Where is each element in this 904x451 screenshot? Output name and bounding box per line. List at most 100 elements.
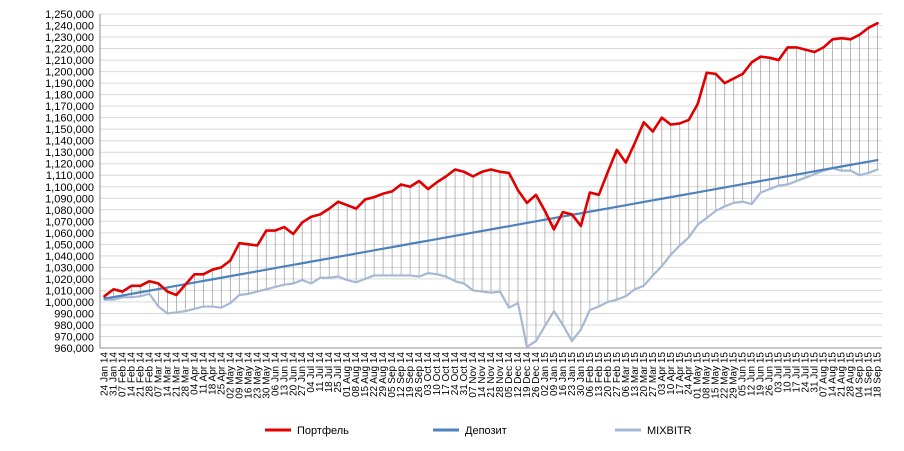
y-tick-label: 1,190,000	[45, 78, 94, 90]
x-tick-label: 27 Feb 15	[612, 352, 623, 397]
x-tick-label: 18 Jul 14	[324, 352, 335, 393]
y-tick-label: 1,070,000	[45, 216, 94, 228]
y-tick-label: 1,160,000	[45, 113, 94, 125]
x-tick-label: 09 May 14	[234, 352, 245, 399]
y-tick-label: 1,140,000	[45, 136, 94, 148]
x-tick-label: 27 Jun 14	[297, 352, 308, 396]
x-tick-label: 20 Feb 15	[603, 352, 614, 397]
x-tick-label: 01 May 15	[693, 352, 704, 399]
x-tick-label: 08 Aug 14	[351, 352, 362, 397]
x-tick-label: 28 Aug 15	[846, 352, 857, 397]
x-tick-label: 19 Dec 14	[522, 352, 533, 398]
y-tick-label: 1,250,000	[45, 9, 94, 21]
x-tick-label: 28 Nov 14	[495, 352, 506, 398]
x-tick-label: 24 Jan 14	[99, 352, 110, 396]
x-tick-label: 10 Oct 14	[432, 352, 443, 396]
x-tick-label: 14 Mar 14	[162, 352, 173, 397]
y-tick-label: 1,230,000	[45, 32, 94, 44]
x-tick-label: 19 Jun 15	[756, 352, 767, 396]
y-tick-label: 1,170,000	[45, 101, 94, 113]
x-tick-label: 12 Sep 14	[396, 352, 407, 398]
y-tick-label: 980,000	[54, 320, 94, 332]
y-tick-label: 1,220,000	[45, 44, 94, 56]
y-tick-label: 1,150,000	[45, 124, 94, 136]
x-tick-label: 19 Sep 14	[405, 352, 416, 398]
x-tick-label: 14 Aug 15	[828, 352, 839, 397]
x-tick-label: 05 Sep 14	[387, 352, 398, 398]
x-tick-label: 18 Apr 14	[207, 352, 218, 395]
x-tick-label: 07 Feb 14	[117, 352, 128, 397]
x-tick-label: 13 Mar 15	[630, 352, 641, 397]
x-tick-label: 16 Jan 15	[558, 352, 569, 396]
series-line-0	[103, 21, 879, 298]
x-tick-label: 10 Apr 15	[666, 352, 677, 395]
y-tick-label: 1,120,000	[45, 159, 94, 171]
x-tick-label: 14 Nov 14	[477, 352, 488, 398]
y-tick-label: 1,130,000	[45, 147, 94, 159]
x-tick-label: 24 Oct 14	[450, 352, 461, 396]
x-tick-label: 23 Jan 15	[567, 352, 578, 396]
x-tick-label: 18 Sep 15	[873, 352, 884, 398]
y-tick-label: 1,180,000	[45, 90, 94, 102]
x-tick-label: 20 Jun 14	[288, 352, 299, 396]
x-tick-label: 05 Dec 14	[504, 352, 515, 398]
x-tick-label: 31 Oct 14	[459, 352, 470, 396]
y-tick-label: 990,000	[54, 308, 94, 320]
x-tick-label: 03 Apr 15	[657, 352, 668, 395]
y-tick-label: 1,030,000	[45, 262, 94, 274]
y-tick-label: 1,090,000	[45, 193, 94, 205]
x-tick-label: 11 Apr 14	[198, 352, 209, 395]
x-tick-label: 26 Dec 14	[531, 352, 542, 398]
x-tick-label: 24 Jul 15	[801, 352, 812, 393]
y-tick-label: 1,060,000	[45, 228, 94, 240]
y-tick-label: 1,100,000	[45, 182, 94, 194]
x-tick-label: 06 Jun 14	[270, 352, 281, 396]
x-tick-label: 03 Oct 14	[423, 352, 434, 396]
x-tick-label: 28 Feb 14	[144, 352, 155, 397]
x-tick-label: 13 Feb 15	[594, 352, 605, 397]
x-tick-label: 21 Aug 15	[837, 352, 848, 397]
x-tick-label: 17 Jul 15	[792, 352, 803, 393]
x-tick-label: 23 May 14	[252, 352, 263, 399]
x-tick-label: 22 Aug 14	[369, 352, 380, 397]
x-tick-label: 30 Jan 15	[576, 352, 587, 396]
x-tick-label: 12 Jun 15	[747, 352, 758, 396]
x-tick-label: 04 Apr 14	[189, 352, 200, 395]
y-tick-label: 1,080,000	[45, 205, 94, 217]
x-tick-label: 30 May 14	[261, 352, 272, 399]
legend: Портфель Депозит MIXBITR	[265, 425, 692, 437]
x-tick-label: 26 Sep 14	[414, 352, 425, 398]
x-tick-label: 21 Feb 14	[135, 352, 146, 397]
series-line-2	[103, 167, 879, 348]
y-axis-tick-labels: 960,000970,000980,000990,0001,000,0001,0…	[45, 9, 94, 355]
x-tick-label: 11 Jul 14	[315, 352, 326, 392]
x-tick-label: 13 Jun 14	[279, 352, 290, 396]
x-tick-label: 06 Feb 15	[585, 352, 596, 397]
x-tick-label: 15 Aug 14	[360, 352, 371, 397]
x-tick-label: 26 Jun 15	[765, 352, 776, 396]
x-tick-label: 05 Jun 15	[738, 352, 749, 396]
x-tick-label: 29 Aug 14	[378, 352, 389, 397]
x-tick-label: 04 Jul 14	[306, 352, 317, 393]
axes	[99, 14, 882, 349]
y-tick-label: 960,000	[54, 343, 94, 355]
x-tick-label: 07 Nov 14	[468, 352, 479, 398]
x-tick-label: 28 Mar 14	[180, 352, 191, 397]
x-tick-label: 25 Apr 14	[216, 352, 227, 395]
legend-label-0: Портфель	[297, 425, 349, 437]
x-tick-label: 31 Jul 15	[810, 352, 821, 393]
x-tick-label: 16 May 14	[243, 352, 254, 399]
x-tick-label: 01 Aug 14	[342, 352, 353, 397]
x-tick-label: 07 Mar 14	[153, 352, 164, 397]
y-tick-label: 1,020,000	[45, 274, 94, 286]
x-tick-label: 02 Jan 15	[540, 352, 551, 396]
y-tick-label: 970,000	[54, 331, 94, 343]
x-tick-label: 17 Oct 14	[441, 352, 452, 396]
x-tick-label: 15 May 15	[711, 352, 722, 399]
x-tick-label: 12 Dec 14	[513, 352, 524, 398]
y-tick-label: 1,050,000	[45, 239, 94, 251]
x-tick-label: 24 Apr 15	[684, 352, 695, 395]
